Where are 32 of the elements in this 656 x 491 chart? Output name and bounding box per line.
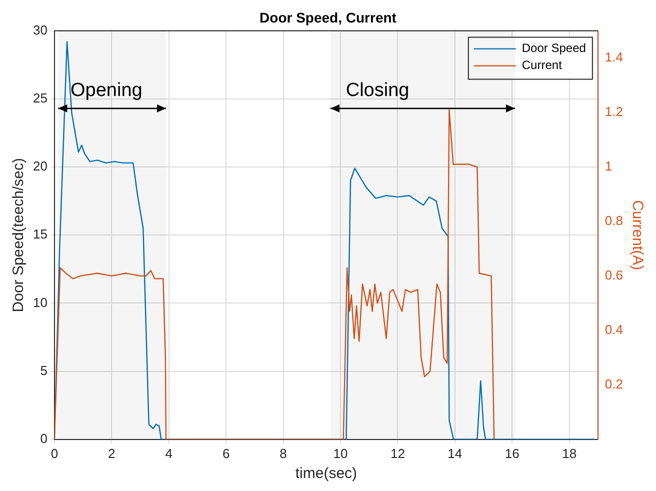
y-tick-label: 0 [40,430,48,446]
band-label: Opening [70,80,142,102]
x-tick-label: 18 [562,446,577,461]
y-tick-label: 25 [32,90,48,106]
x-tick-label: 12 [390,446,405,461]
y2-tick-label: 0.2 [604,376,624,392]
x-tick-label: 2 [108,446,116,461]
legend-label: Current [522,58,563,72]
y-tick-label: 5 [40,362,48,378]
y2-tick-label: 1.4 [604,50,624,65]
y-tick-label: 15 [32,226,48,242]
y2-tick-label: 1 [604,158,612,174]
x-tick-label: 8 [280,446,287,461]
y2-tick-label: 1.2 [604,104,624,120]
x-tick-label: 16 [504,446,520,461]
y2-tick-label: 0.6 [604,268,624,283]
y-tick-label: 30 [32,22,48,38]
y-tick-label: 20 [32,158,48,174]
x-axis-title: time(sec) [295,465,358,482]
x-tick-label: 4 [165,446,172,461]
y2-tick-label: 0.4 [604,322,624,338]
chart-title: Door Speed, Current [260,9,397,26]
y-axis-title: Door Speed(teech/sec) [10,158,28,312]
x-tick-label: 6 [222,446,230,461]
y-tick-label: 10 [32,294,48,310]
x-tick-label: 10 [333,446,348,461]
y2-tick-label: 0.8 [604,213,624,228]
x-tick-label: 14 [448,446,462,461]
x-tick-label: 0 [50,446,58,461]
legend-label: Door Speed [522,41,586,56]
band-label: Closing [346,80,410,102]
y2-axis-title: Current(A) [628,200,646,270]
